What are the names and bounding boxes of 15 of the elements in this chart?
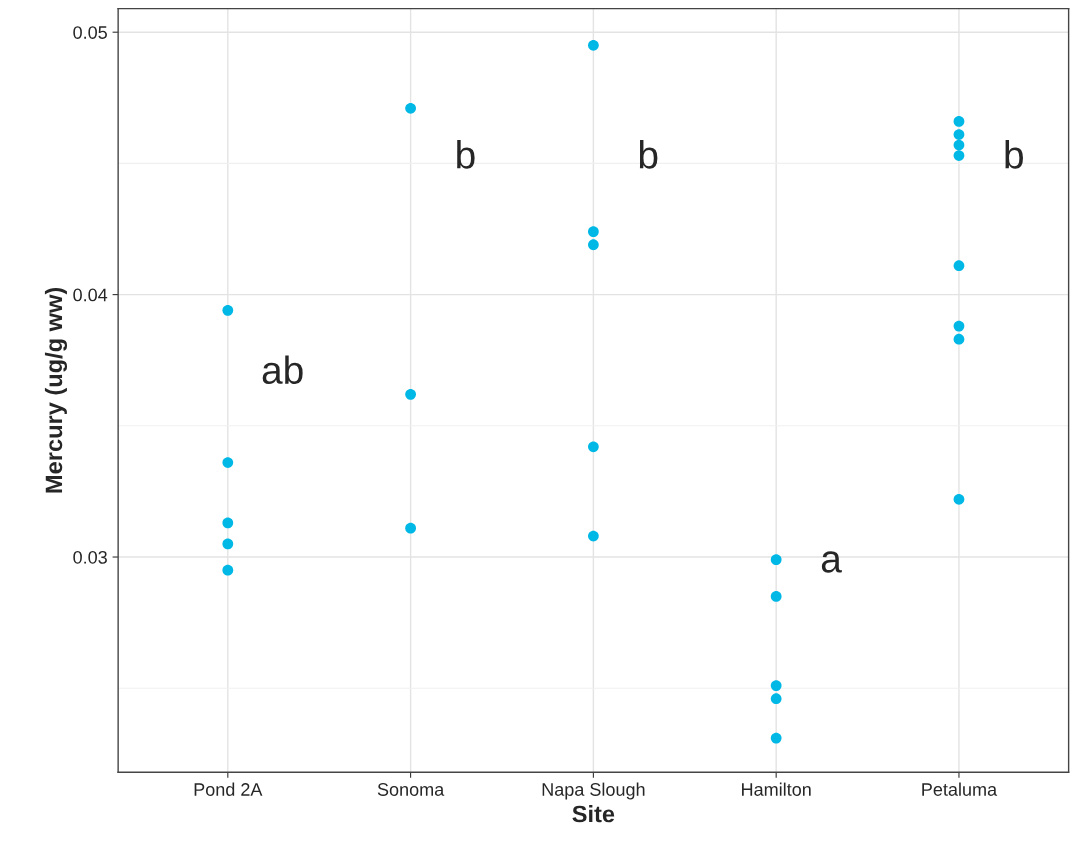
y-tick-label: 0.03 [73,550,107,564]
x-axis-title: Site [572,805,615,823]
annotation: b [457,140,475,169]
annotation: ab [262,355,303,385]
x-tick-label: Sonoma [377,783,445,796]
y-axis-title: Mercury (ug/g ww) [44,287,68,493]
y-tick-label: 0.04 [73,288,108,302]
annotation: b [639,140,658,169]
x-tick-label: Hamilton [742,782,811,796]
x-tick-label: Petaluma [922,782,998,796]
x-tick-label: Napa Slough [542,782,645,800]
annotation: b [1005,140,1023,169]
annotation: a [821,551,842,573]
y-tick-label: 0.05 [73,26,107,39]
x-tick-label: Pond 2A [194,782,263,796]
